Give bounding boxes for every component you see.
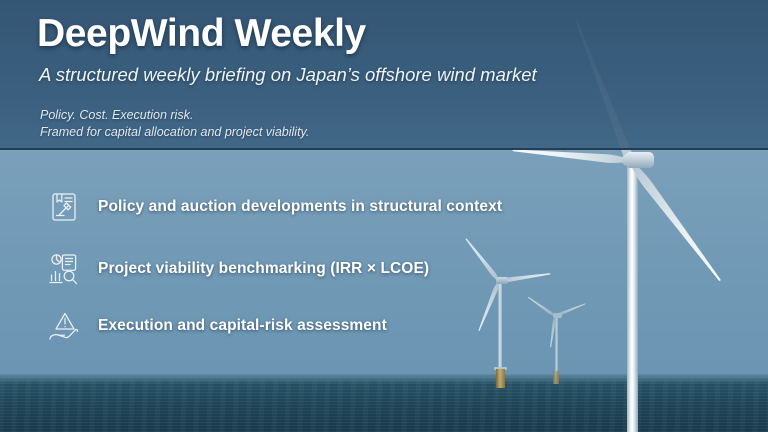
feature-bullet-viability: Project viability benchmarking (IRR × LC…: [46, 250, 429, 288]
warning-hand-icon: [46, 307, 84, 345]
feature-bullet-label: Execution and capital-risk assessment: [98, 317, 387, 334]
feature-bullet-policy: Policy and auction developments in struc…: [46, 188, 502, 226]
gavel-document-icon: [46, 188, 84, 226]
turbine-tower: [498, 284, 502, 368]
turbine-tower: [554, 318, 558, 371]
header-band: DeepWind Weekly A structured weekly brie…: [0, 0, 768, 150]
page-subtitle: A structured weekly briefing on Japan’s …: [39, 64, 537, 85]
sea-wave-texture-2: [0, 380, 768, 432]
turbine-nacelle: [496, 277, 508, 284]
horizon-glow: [0, 374, 768, 384]
feature-bullet-label: Project viability benchmarking (IRR × LC…: [98, 260, 430, 277]
turbine-hub: [622, 154, 633, 166]
turbine-platform: [494, 367, 507, 370]
tagline-line-1: Policy. Cost. Execution risk.: [40, 108, 194, 122]
turbine-transition-piece: [496, 369, 505, 388]
turbine-tower: [627, 166, 638, 432]
turbine-nacelle: [626, 152, 654, 168]
turbine-nacelle: [553, 313, 562, 318]
page-title: DeepWind Weekly: [37, 12, 366, 55]
feature-bullet-risk: Execution and capital-risk assessment: [46, 307, 387, 345]
turbine-transition-piece: [553, 371, 559, 384]
tagline-line-2: Framed for capital allocation and projec…: [40, 125, 310, 139]
analytics-magnifier-icon: [46, 250, 84, 288]
feature-bullet-label: Policy and auction developments in struc…: [98, 198, 503, 215]
